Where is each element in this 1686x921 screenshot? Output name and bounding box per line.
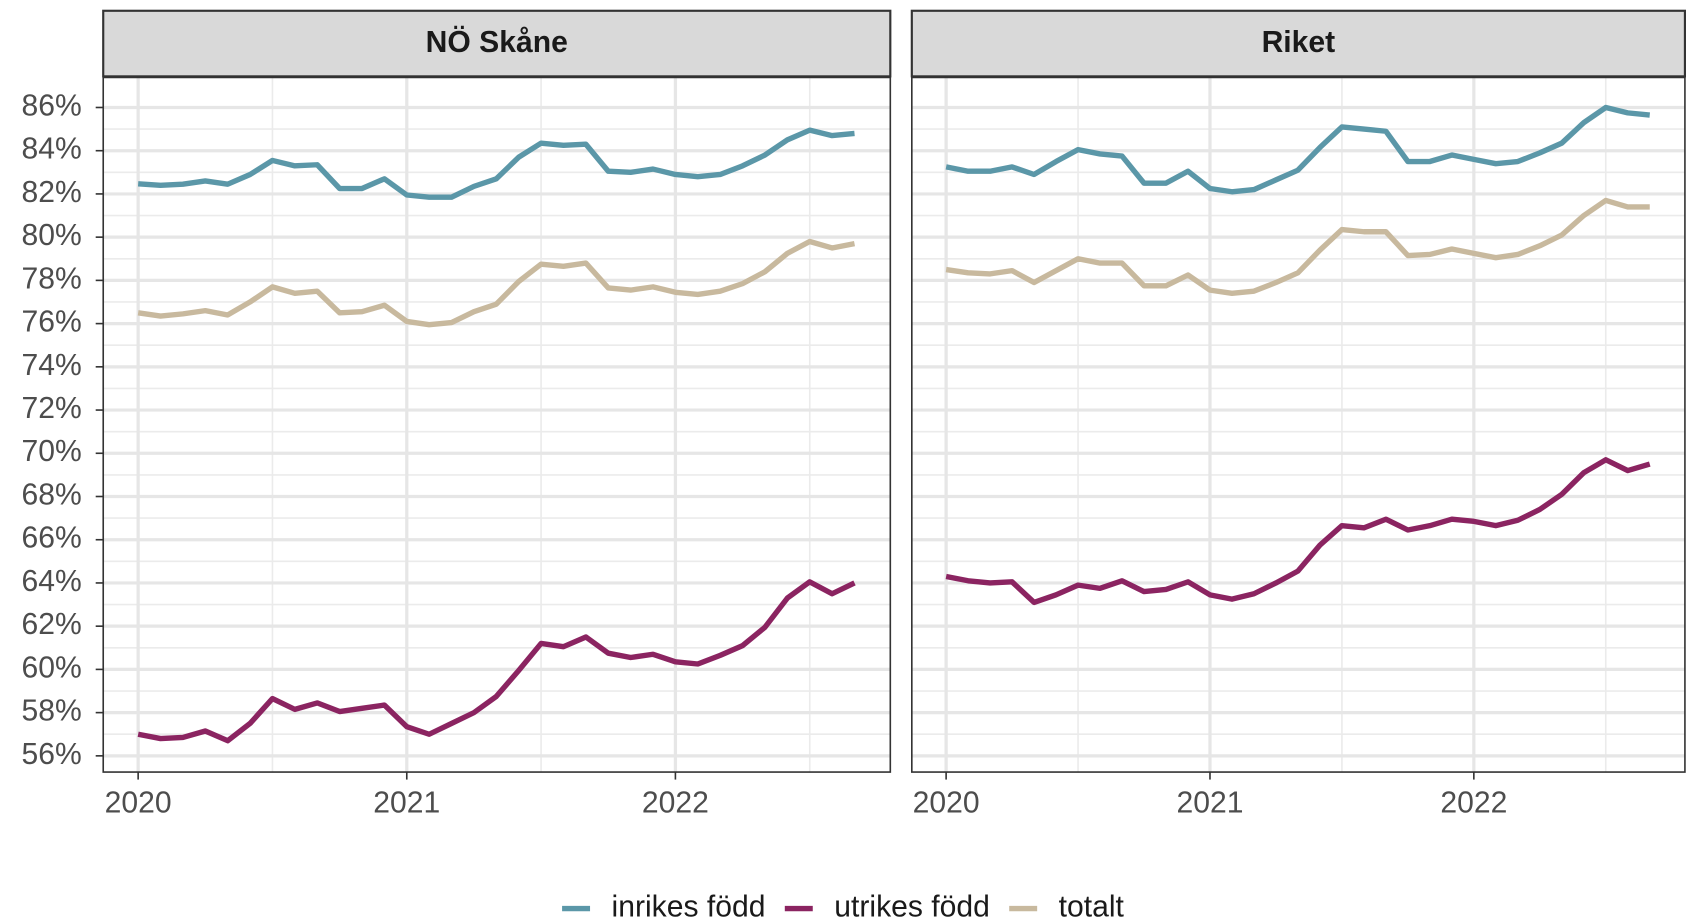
- series-line: [137, 579, 856, 744]
- y-tick-label: 86%: [21, 89, 81, 122]
- series-line: [945, 457, 1651, 606]
- x-tick-label: 2021: [373, 786, 440, 819]
- y-tick-label: 66%: [21, 522, 81, 555]
- x-tick-label: 2020: [105, 786, 172, 819]
- y-tick-label: 62%: [21, 608, 81, 641]
- y-tick-label: 78%: [21, 262, 81, 295]
- facet-strip: [910, 9, 1686, 78]
- x-tick-label: 2022: [642, 786, 709, 819]
- panel-border: [911, 76, 1686, 773]
- facet-title: Riket: [1262, 26, 1336, 59]
- y-tick-label: 56%: [21, 738, 81, 771]
- y-tick-label: 82%: [21, 176, 81, 209]
- y-tick-label: 76%: [21, 306, 81, 339]
- y-tick-label: 60%: [21, 651, 81, 684]
- y-tick-label: 80%: [21, 219, 81, 252]
- y-tick-label: 70%: [21, 435, 81, 468]
- series-line: [137, 238, 856, 328]
- y-tick-label: 58%: [21, 695, 81, 728]
- y-tick-label: 68%: [21, 478, 81, 511]
- legend-label: utrikes född: [834, 891, 990, 921]
- y-tick-label: 64%: [21, 565, 81, 598]
- y-tick-label: 72%: [21, 392, 81, 425]
- y-tick-label: 74%: [21, 349, 81, 382]
- legend-label: totalt: [1059, 891, 1125, 921]
- x-tick-label: 2022: [1440, 786, 1507, 819]
- legend-label: inrikes född: [612, 891, 766, 921]
- x-tick-label: 2020: [913, 786, 980, 819]
- series-line: [137, 127, 855, 200]
- facet-strip: [102, 9, 892, 78]
- facet-title: NÖ Skåne: [426, 26, 568, 59]
- panel-border: [102, 76, 892, 773]
- y-tick-label: 84%: [21, 133, 81, 166]
- series-line: [945, 104, 1651, 195]
- x-tick-label: 2021: [1177, 786, 1244, 819]
- series-line: [945, 197, 1650, 297]
